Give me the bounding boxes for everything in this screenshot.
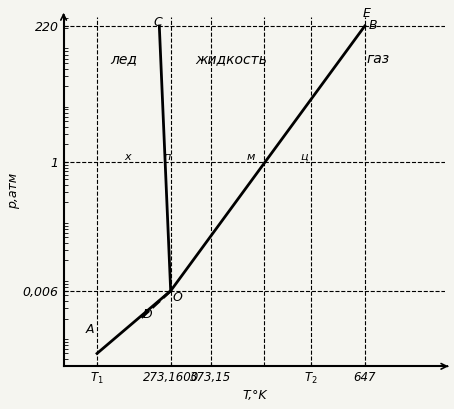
X-axis label: T,°K: T,°K [242,389,266,402]
Text: C: C [154,16,163,29]
Text: O: O [172,291,182,304]
Text: ц: ц [301,152,308,162]
Text: м: м [247,152,255,162]
Y-axis label: p,атм: p,атм [7,173,20,209]
Text: D: D [142,308,152,321]
Text: жидкость: жидкость [195,52,267,66]
Text: п: п [164,152,171,162]
Text: B: B [369,20,377,32]
Text: A: A [85,323,94,336]
Text: E: E [362,7,370,20]
Text: x: x [124,152,130,162]
Text: газ: газ [367,52,390,66]
Text: лед: лед [110,52,137,66]
